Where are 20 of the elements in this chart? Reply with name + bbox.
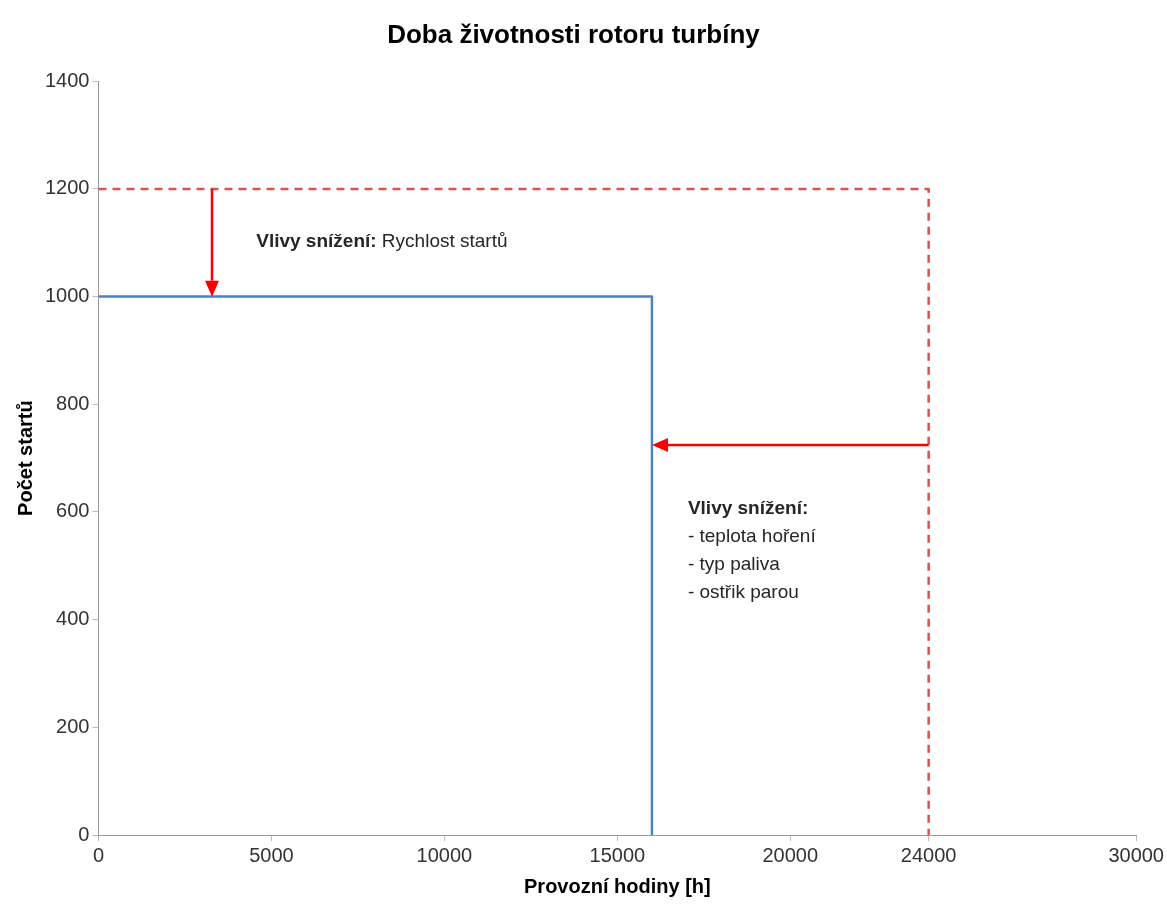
x-axis-title: Provozní hodiny [h] [524, 874, 711, 897]
y-tick-label: 600 [56, 499, 90, 522]
x-tick-label: 20000 [762, 843, 819, 866]
y-tick-label: 800 [56, 391, 90, 414]
annotation: Vlivy snížení: - teplota hoření - typ paliva - ostřik parou [687, 497, 817, 603]
x-tick-label: 24000 [900, 843, 957, 866]
annotation: Vlivy snížení: Rychlost startů [256, 229, 508, 251]
y-tick-label: 0 [78, 822, 90, 845]
y-axis-title: Počet startů [13, 400, 36, 516]
y-tick-label: 400 [56, 607, 90, 630]
x-tick-label: 30000 [1108, 843, 1164, 866]
chart-title: Doba životnosti rotoru turbíny [387, 18, 761, 49]
y-tick-label: 1400 [44, 68, 90, 91]
y-tick-label: 200 [56, 714, 90, 737]
x-tick-label: 10000 [416, 843, 473, 866]
x-tick-label: 0 [92, 843, 105, 866]
x-tick-label: 15000 [589, 843, 646, 866]
x-tick-label: 5000 [249, 843, 294, 866]
y-tick-label: 1200 [44, 176, 90, 199]
y-tick-label: 1000 [44, 284, 90, 307]
